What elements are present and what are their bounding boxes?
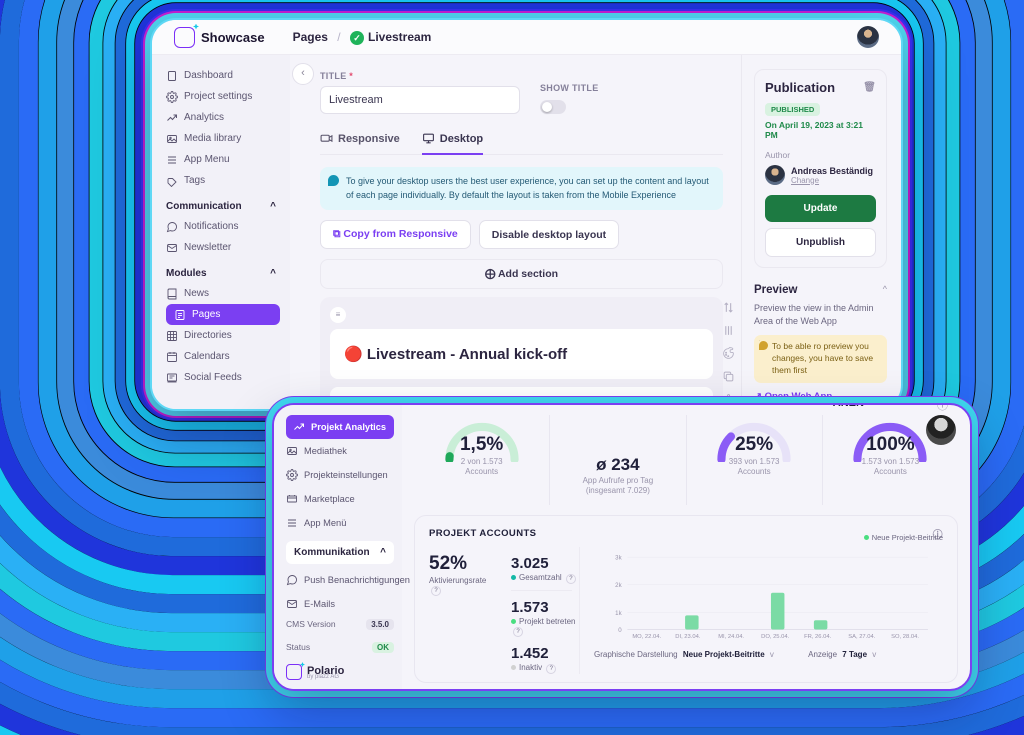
svg-text:2k: 2k bbox=[615, 582, 622, 589]
svg-text:DI, 23.04.: DI, 23.04. bbox=[675, 634, 701, 640]
svg-text:FR, 26.04.: FR, 26.04. bbox=[804, 634, 832, 640]
svg-text:1k: 1k bbox=[615, 610, 622, 617]
svg-text:SA, 27.04.: SA, 27.04. bbox=[848, 634, 876, 640]
svg-text:3k: 3k bbox=[615, 555, 622, 562]
svg-text:DO, 25.04.: DO, 25.04. bbox=[761, 634, 789, 640]
svg-text:0: 0 bbox=[618, 627, 622, 634]
svg-text:MO, 22.04.: MO, 22.04. bbox=[632, 634, 661, 640]
svg-text:MI, 24.04.: MI, 24.04. bbox=[718, 634, 744, 640]
svg-text:SO, 28.04.: SO, 28.04. bbox=[891, 634, 919, 640]
